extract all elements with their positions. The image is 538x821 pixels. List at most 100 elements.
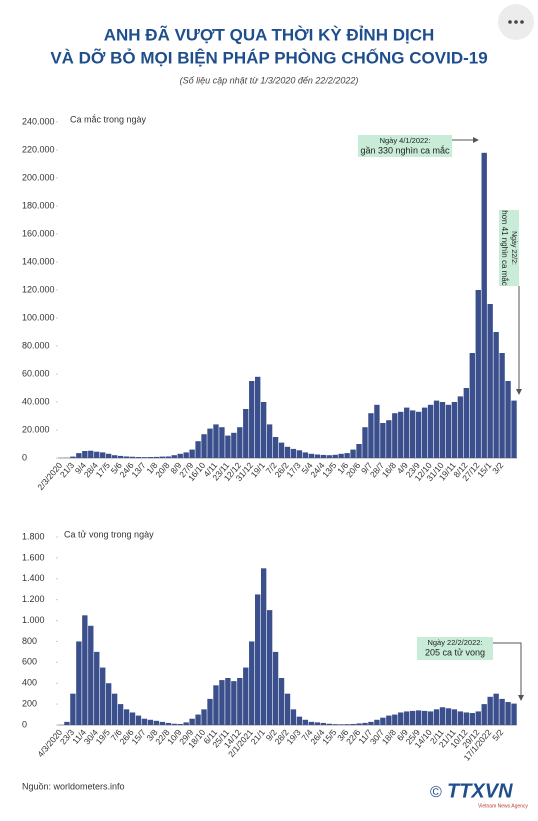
bar xyxy=(255,376,261,458)
bar xyxy=(219,427,225,458)
y-tick-label: 1.800 xyxy=(22,531,45,541)
bar xyxy=(463,712,470,725)
annotation-title: Ngày 22/2: xyxy=(510,231,517,265)
bar xyxy=(439,707,446,725)
bar xyxy=(308,721,315,725)
annotation-text: 205 ca tử vong xyxy=(425,647,485,657)
bar xyxy=(135,715,142,725)
bar xyxy=(404,407,410,458)
y-tick-label: 200.000 xyxy=(22,172,55,182)
menu-dot xyxy=(520,20,524,24)
bar xyxy=(445,404,452,458)
bar xyxy=(386,715,392,725)
bar xyxy=(100,667,106,725)
bar xyxy=(278,678,285,725)
bar xyxy=(100,452,106,458)
bar xyxy=(105,683,112,725)
bar xyxy=(243,667,249,725)
bar xyxy=(123,709,130,725)
bar xyxy=(445,708,452,725)
bar xyxy=(249,381,255,458)
y-tick-label: 0 xyxy=(22,719,27,729)
bar xyxy=(421,710,428,725)
bar xyxy=(505,702,511,725)
bar xyxy=(308,453,315,458)
bar xyxy=(278,442,285,458)
bar xyxy=(493,332,499,458)
bar xyxy=(266,610,273,725)
bar xyxy=(433,400,440,458)
bar xyxy=(398,411,404,458)
bar xyxy=(123,456,130,458)
bar xyxy=(117,704,124,725)
bar xyxy=(356,444,362,458)
y-tick-label: 1.000 xyxy=(22,615,45,625)
bar xyxy=(237,678,243,725)
bar xyxy=(427,404,434,458)
bar xyxy=(427,711,434,725)
y-tick-label: 800 xyxy=(22,636,37,646)
bar xyxy=(350,449,356,458)
bar xyxy=(457,396,464,458)
bar xyxy=(284,693,291,725)
bar xyxy=(141,457,148,458)
bar xyxy=(380,423,386,458)
y-tick-label: 400 xyxy=(22,678,37,688)
bar xyxy=(320,722,326,725)
y-tick-label: 1.200 xyxy=(22,594,45,604)
bar xyxy=(94,651,100,725)
bar xyxy=(88,450,94,458)
bar xyxy=(386,420,392,458)
bar xyxy=(439,402,446,458)
bar xyxy=(249,641,255,725)
bar xyxy=(380,717,386,725)
bar xyxy=(332,724,338,725)
bar xyxy=(165,722,171,725)
bar xyxy=(475,290,481,458)
bar xyxy=(392,413,398,458)
bar xyxy=(404,711,410,725)
bar xyxy=(153,720,160,725)
bar xyxy=(141,718,148,725)
bar xyxy=(266,424,273,458)
bar xyxy=(398,712,404,725)
bar xyxy=(129,712,136,725)
bar xyxy=(147,457,154,458)
bar xyxy=(260,568,267,725)
menu-button[interactable] xyxy=(498,4,534,40)
bar xyxy=(314,454,320,458)
bar xyxy=(481,704,487,725)
bar xyxy=(243,409,249,458)
annotation-arrow xyxy=(493,642,524,701)
bar xyxy=(338,453,344,458)
bar xyxy=(219,680,225,725)
bar xyxy=(117,455,124,458)
x-tick-label: 3/2 xyxy=(490,460,505,476)
bar xyxy=(493,693,499,725)
bar xyxy=(469,353,475,458)
bar xyxy=(469,712,475,725)
bar xyxy=(344,724,350,725)
menu-dot xyxy=(508,20,512,24)
bar xyxy=(201,709,207,725)
y-tick-label: 140.000 xyxy=(22,256,55,266)
bar xyxy=(70,456,76,458)
bar xyxy=(213,424,219,458)
bar xyxy=(272,437,279,458)
bar xyxy=(356,723,362,725)
bar xyxy=(159,456,166,458)
bar xyxy=(415,710,422,725)
y-tick-label: 40.000 xyxy=(22,396,50,406)
menu-dot xyxy=(514,20,518,24)
bar xyxy=(237,427,243,458)
y-tick-label: 1.400 xyxy=(22,573,45,583)
annotation: Ngày 22/2:hơn 41 nghìn ca mắc xyxy=(500,210,517,286)
y-tick-label: 1.600 xyxy=(22,552,45,562)
y-tick-label: 80.000 xyxy=(22,340,50,350)
y-tick-label: 180.000 xyxy=(22,200,55,210)
bar xyxy=(344,453,350,458)
y-axis-label: Ca mắc trong ngày xyxy=(70,114,147,124)
bar xyxy=(153,456,160,458)
bar xyxy=(147,719,154,725)
y-tick-label: 220.000 xyxy=(22,144,55,154)
